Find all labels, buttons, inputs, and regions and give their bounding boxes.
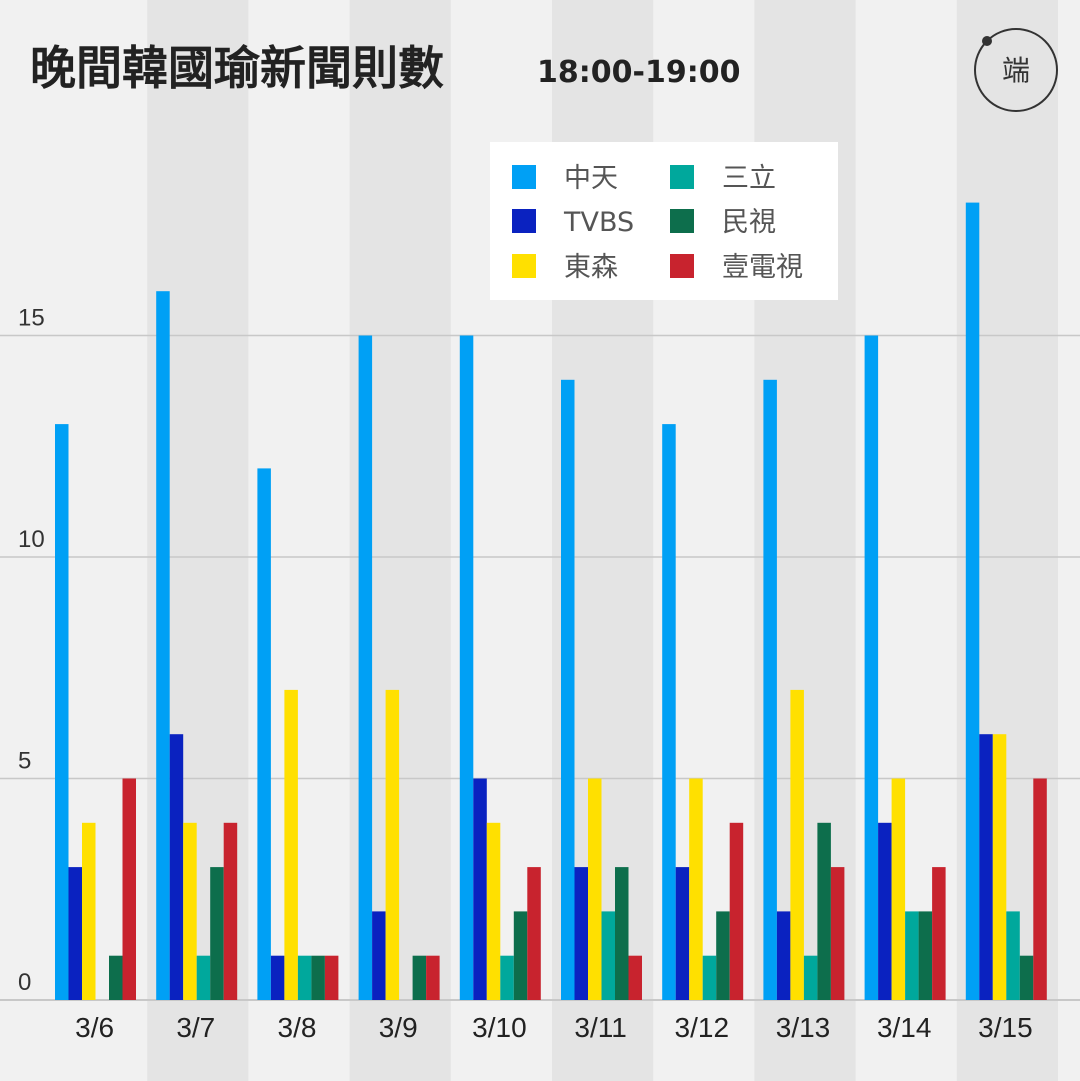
legend-box: [490, 142, 838, 300]
bar: [311, 955, 325, 1000]
bar: [803, 955, 818, 1000]
legend-swatch: [670, 209, 694, 233]
x-tick-label: 3/10: [472, 1012, 527, 1043]
bar: [297, 955, 312, 1000]
y-tick-label: 15: [18, 305, 45, 332]
bar: [82, 822, 96, 1000]
bar: [500, 955, 514, 1000]
bar: [196, 955, 211, 1000]
page-title: 晚間韓國瑜新聞則數: [30, 41, 444, 95]
bar: [68, 867, 82, 1000]
bar: [817, 822, 831, 1000]
bar: [561, 379, 575, 1000]
y-tick-label: 5: [18, 748, 31, 775]
bar: [689, 778, 703, 1000]
bar: [426, 955, 440, 1000]
logo-text: 端: [1002, 54, 1030, 87]
bar: [932, 867, 946, 1000]
bars: [55, 202, 1047, 1001]
bar: [628, 955, 642, 1000]
bar: [55, 424, 69, 1001]
bar: [588, 778, 602, 1000]
bar: [459, 335, 474, 1000]
bar: [601, 911, 615, 1000]
x-tick-label: 3/6: [75, 1012, 114, 1043]
bar: [716, 911, 730, 1000]
legend-swatch: [512, 254, 536, 278]
bar: [169, 734, 184, 1000]
legend-swatch: [512, 165, 536, 189]
bar: [905, 911, 919, 1000]
x-tick-label: 3/9: [379, 1012, 418, 1043]
y-tick-label: 10: [18, 526, 45, 553]
legend-label: 壹電視: [722, 252, 803, 283]
legend-label: TVBS: [563, 207, 634, 238]
bar: [574, 867, 588, 1000]
bar: [223, 822, 238, 1000]
bar: [763, 379, 777, 1000]
bar: [965, 202, 980, 1001]
x-tick-label: 3/15: [978, 1012, 1033, 1043]
y-tick-label: 0: [18, 969, 31, 996]
bar: [156, 291, 170, 1000]
bar: [183, 822, 197, 1000]
x-tick-label: 3/12: [675, 1012, 730, 1043]
bar: [776, 911, 791, 1000]
bar: [210, 867, 224, 1000]
bar: [122, 778, 136, 1000]
bar: [1033, 778, 1047, 1000]
x-tick-label: 3/7: [176, 1012, 215, 1043]
legend-swatch: [670, 165, 694, 189]
bar: [324, 955, 339, 1000]
bar: [992, 734, 1007, 1000]
x-tick-label: 3/11: [574, 1012, 626, 1043]
bar: [979, 734, 993, 1000]
bar: [790, 689, 804, 1000]
y-tick-labels: 0 5 10 15: [18, 305, 45, 997]
chart-title: 晚間韓國瑜新聞則數 18:00-19:00: [30, 41, 740, 95]
bar: [372, 911, 386, 1000]
legend-label: 東森: [564, 252, 618, 283]
x-tick-label: 3/8: [278, 1012, 317, 1043]
bar: [412, 955, 427, 1000]
bar: [1019, 955, 1034, 1000]
bar: [1006, 911, 1020, 1000]
bar: [527, 867, 541, 1000]
bar: [109, 955, 123, 1000]
x-tick-label: 3/14: [877, 1012, 932, 1043]
bar: [662, 424, 676, 1001]
bar: [918, 911, 933, 1000]
bar: [513, 911, 528, 1000]
bar: [878, 822, 892, 1000]
bar: [615, 867, 629, 1000]
bar: [284, 689, 298, 1000]
bar: [385, 689, 400, 1000]
bar: [830, 867, 845, 1000]
bar: [891, 778, 906, 1000]
theinitium-logo-icon: 端: [974, 28, 1058, 112]
bar: [358, 335, 373, 1000]
bar: [864, 335, 879, 1000]
page-subtitle: 18:00-19:00: [537, 55, 740, 90]
x-tick-label: 3/13: [776, 1012, 831, 1043]
bar: [702, 955, 717, 1000]
legend-swatch: [512, 209, 536, 233]
bar: [675, 867, 690, 1000]
legend-label: 民視: [722, 207, 776, 238]
legend-label: 三立: [722, 163, 776, 194]
bar: [486, 822, 501, 1000]
bar: [473, 778, 487, 1000]
x-tick-labels: 3/6 3/7 3/8 3/9 3/10 3/11 3/12 3/13 3/14 3/15: [75, 1012, 1033, 1043]
bar: [270, 955, 285, 1000]
bar: [729, 822, 744, 1000]
bar: [257, 468, 271, 1000]
legend-label: 中天: [564, 163, 618, 194]
legend-swatch: [670, 254, 694, 278]
